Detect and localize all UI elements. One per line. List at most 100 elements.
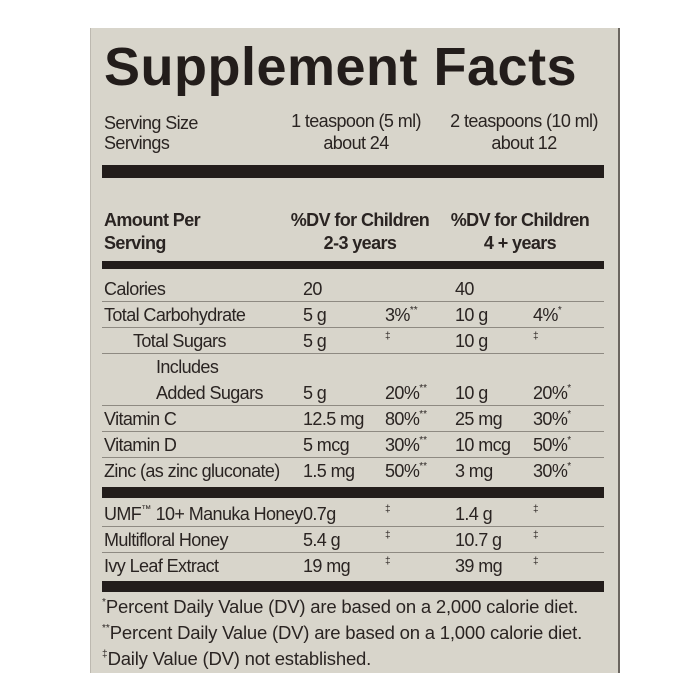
dv-value: 30% <box>533 461 568 481</box>
footnote-text: Percent Daily Value (DV) are based on a … <box>109 622 583 643</box>
dv-value: 50% <box>533 435 568 455</box>
dv-children-4-plus: ‡ <box>533 530 539 550</box>
amount-children-2-3: 19 mg <box>303 556 351 576</box>
row-divider <box>102 327 604 328</box>
amount-children-4-plus: 39 mg <box>455 556 503 576</box>
dv-footnote-mark: ** <box>419 461 428 472</box>
trademark-mark: ™ <box>141 504 152 515</box>
dv-footnote-mark: ** <box>409 305 418 316</box>
dv-children-2-3: 50%** <box>385 461 427 481</box>
dv-children-4-plus: 4%* <box>533 305 562 325</box>
amount-children-4-plus: 25 mg <box>455 409 503 429</box>
nutrient-name: Vitamin D <box>104 435 177 455</box>
dv-value: 30% <box>533 409 568 429</box>
dv-children-2-3: ‡ <box>385 530 391 550</box>
dv-footnote-mark: ‡ <box>385 331 391 342</box>
amount-children-2-3: 20 <box>303 279 322 299</box>
amount-children-2-3: 5.4 g <box>303 530 341 550</box>
col2-age: 4 + years <box>483 233 557 253</box>
dv-footnote-mark: * <box>567 435 572 446</box>
col1-serving-size: 1 teaspoon (5 ml) <box>291 111 421 131</box>
dv-footnote-mark: ‡ <box>533 331 539 342</box>
col1-header: %DV for Children <box>290 210 430 230</box>
amount-children-4-plus: 10 g <box>455 383 488 403</box>
col1-servings: about 24 <box>323 133 389 153</box>
ingredient-name-text: UMF <box>104 504 142 524</box>
section-divider <box>102 487 604 498</box>
col2-serving-size: 2 teaspoons (10 ml) <box>450 111 598 131</box>
nutrient-name: Total Sugars <box>133 331 226 351</box>
dv-value: 30% <box>385 435 420 455</box>
dv-footnote-mark: ‡ <box>533 530 539 541</box>
footnote-mark: * <box>102 597 106 608</box>
dv-value: 80% <box>385 409 420 429</box>
servings-label: Servings <box>104 133 170 153</box>
dv-footnote-mark: ** <box>419 409 428 420</box>
row-divider <box>102 457 604 458</box>
dv-value: 20% <box>533 383 568 403</box>
row-divider <box>102 301 604 302</box>
amount-per-label: Amount Per <box>104 210 201 230</box>
dv-footnote-mark: * <box>567 409 572 420</box>
dv-children-4-plus: 30%* <box>533 409 571 429</box>
nutrient-name: Vitamin C <box>104 409 177 429</box>
amount-children-4-plus: 40 <box>455 279 474 299</box>
row-divider <box>102 552 604 553</box>
dv-footnote-mark: * <box>567 461 572 472</box>
col2-header: %DV for Children <box>450 210 590 230</box>
dv-value: 4% <box>533 305 558 325</box>
dv-footnote-mark: ‡ <box>533 556 539 567</box>
row-divider <box>102 431 604 432</box>
footnote: ‡Daily Value (DV) not established. <box>102 649 371 669</box>
col1-age: 2-3 years <box>323 233 397 253</box>
ingredient-name: Ivy Leaf Extract <box>104 556 219 576</box>
dv-footnote-mark: ‡ <box>385 530 391 541</box>
dv-footnote-mark: * <box>557 305 562 316</box>
dv-footnote-mark: ‡ <box>385 556 391 567</box>
footnote-divider <box>102 581 604 592</box>
nutrient-name: Calories <box>104 279 166 299</box>
amount-children-4-plus: 3 mg <box>455 461 493 481</box>
dv-value: 50% <box>385 461 420 481</box>
amount-children-2-3: 1.5 mg <box>303 461 355 481</box>
dv-children-4-plus: ‡ <box>533 331 539 351</box>
supplement-facts-panel <box>90 28 620 673</box>
dv-children-4-plus: ‡ <box>533 504 539 524</box>
dv-children-2-3: 80%** <box>385 409 427 429</box>
row-divider <box>102 353 604 354</box>
dv-children-4-plus: 30%* <box>533 461 571 481</box>
ingredient-name: UMF™ 10+ Manuka Honey <box>104 504 303 524</box>
thick-divider <box>102 165 604 178</box>
dv-children-4-plus: ‡ <box>533 556 539 576</box>
footnote-text: Percent Daily Value (DV) are based on a … <box>105 596 579 617</box>
dv-footnote-mark: ** <box>419 435 428 446</box>
row-divider <box>102 526 604 527</box>
serving-size-label: Serving Size <box>104 113 198 133</box>
amount-children-4-plus: 10 g <box>455 331 488 351</box>
dv-footnote-mark: ‡ <box>533 504 539 515</box>
amount-children-4-plus: 1.4 g <box>455 504 493 524</box>
amount-children-4-plus: 10.7 g <box>455 530 502 550</box>
amount-children-2-3: 5 g <box>303 383 327 403</box>
amount-children-2-3: 5 g <box>303 305 327 325</box>
amount-children-2-3: 5 mcg <box>303 435 350 455</box>
nutrient-name: Zinc (as zinc gluconate) <box>104 461 280 481</box>
nutrient-name: Added Sugars <box>156 383 263 403</box>
dv-footnote-mark: * <box>567 383 572 394</box>
serving-label: Serving <box>104 233 166 253</box>
nutrient-name: Total Carbohydrate <box>104 305 246 325</box>
row-divider <box>102 405 604 406</box>
amount-children-4-plus: 10 mcg <box>455 435 511 455</box>
amount-children-2-3: 0.7g <box>303 504 336 524</box>
dv-children-2-3: ‡ <box>385 331 391 351</box>
dv-children-2-3: ‡ <box>385 556 391 576</box>
dv-children-2-3: 20%** <box>385 383 427 403</box>
ingredient-name-suffix: 10+ Manuka Honey <box>151 504 304 524</box>
footnote: *Percent Daily Value (DV) are based on a… <box>102 597 578 617</box>
footnote-mark: ‡ <box>102 649 108 660</box>
ingredient-name-text: Ivy Leaf Extract <box>104 556 219 576</box>
dv-children-2-3: 30%** <box>385 435 427 455</box>
footnote: **Percent Daily Value (DV) are based on … <box>102 623 582 643</box>
amount-children-2-3: 12.5 mg <box>303 409 364 429</box>
dv-children-4-plus: 20%* <box>533 383 571 403</box>
